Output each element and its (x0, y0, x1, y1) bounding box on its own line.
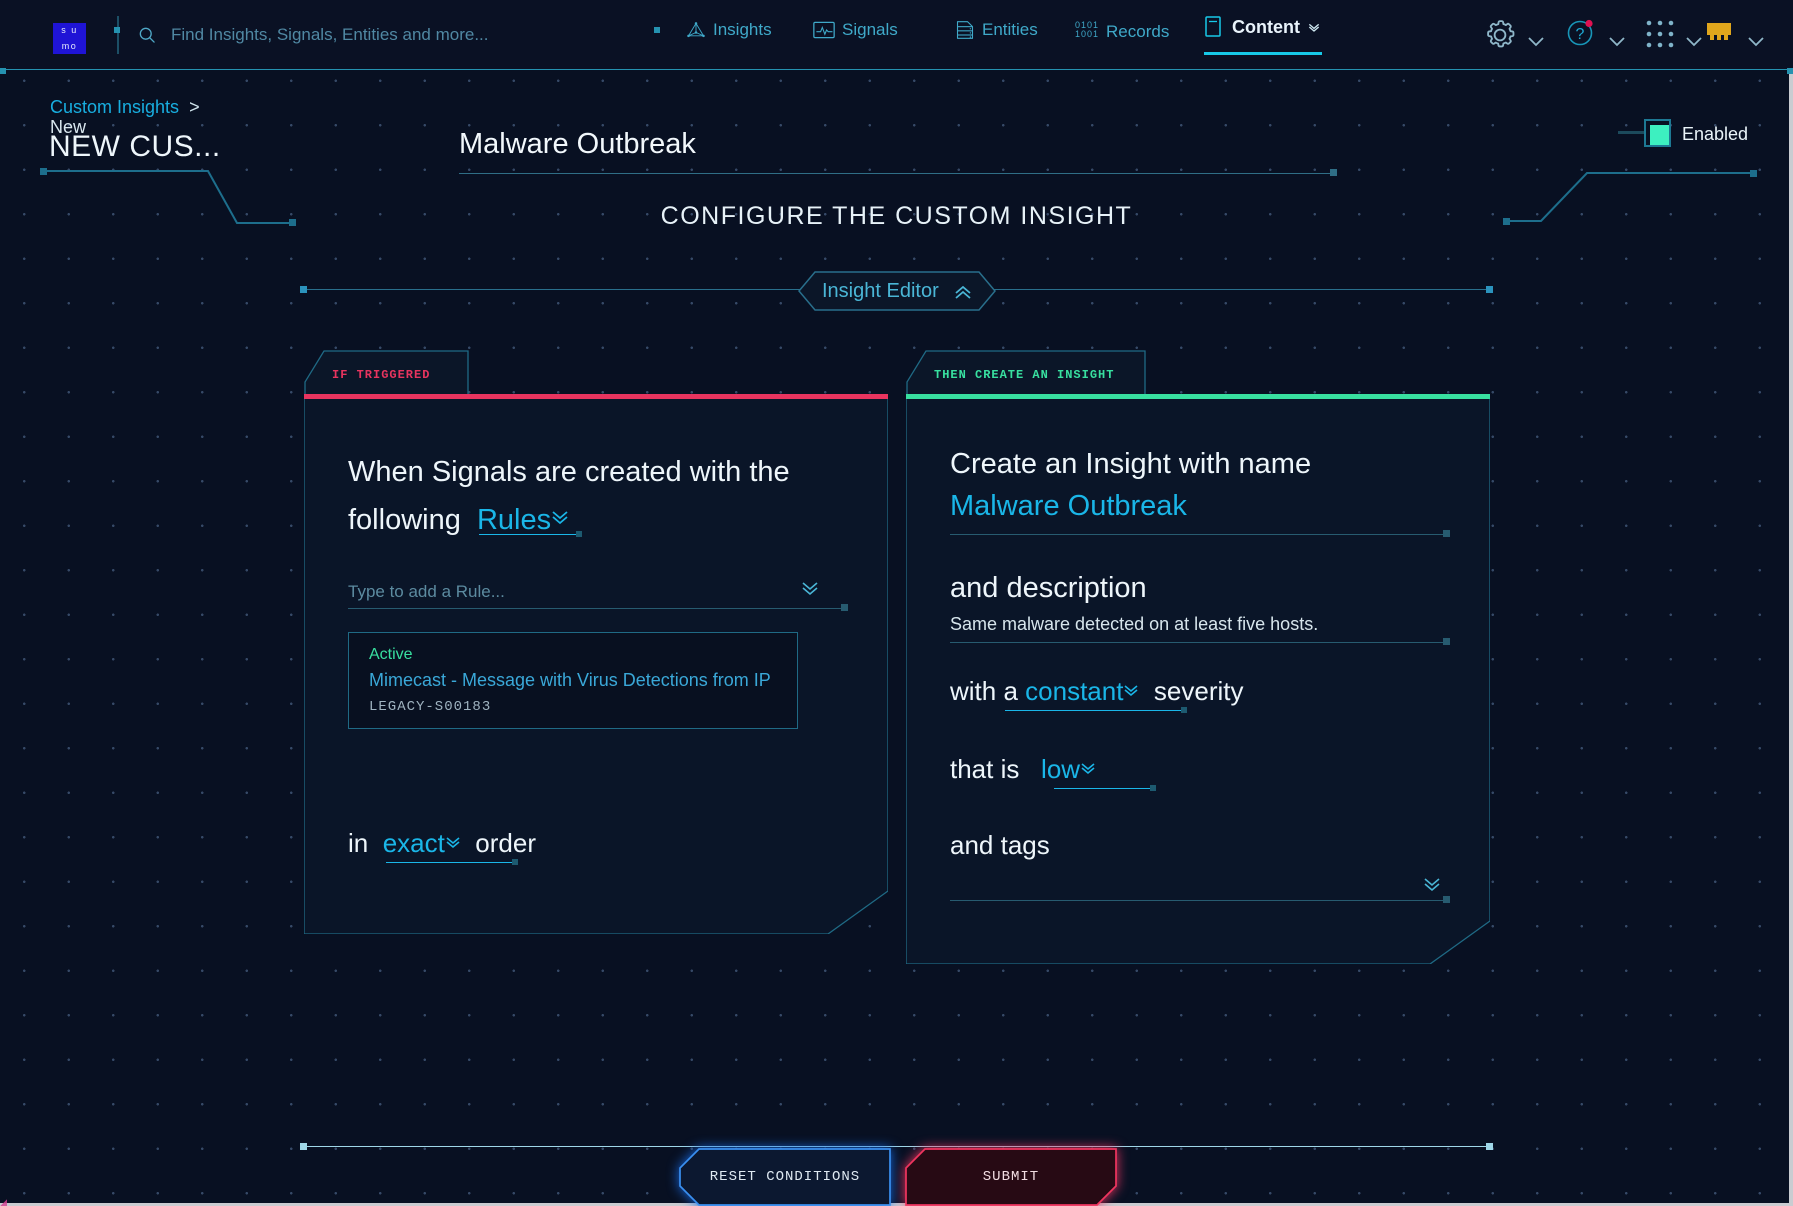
svg-text:?: ? (1576, 26, 1585, 43)
